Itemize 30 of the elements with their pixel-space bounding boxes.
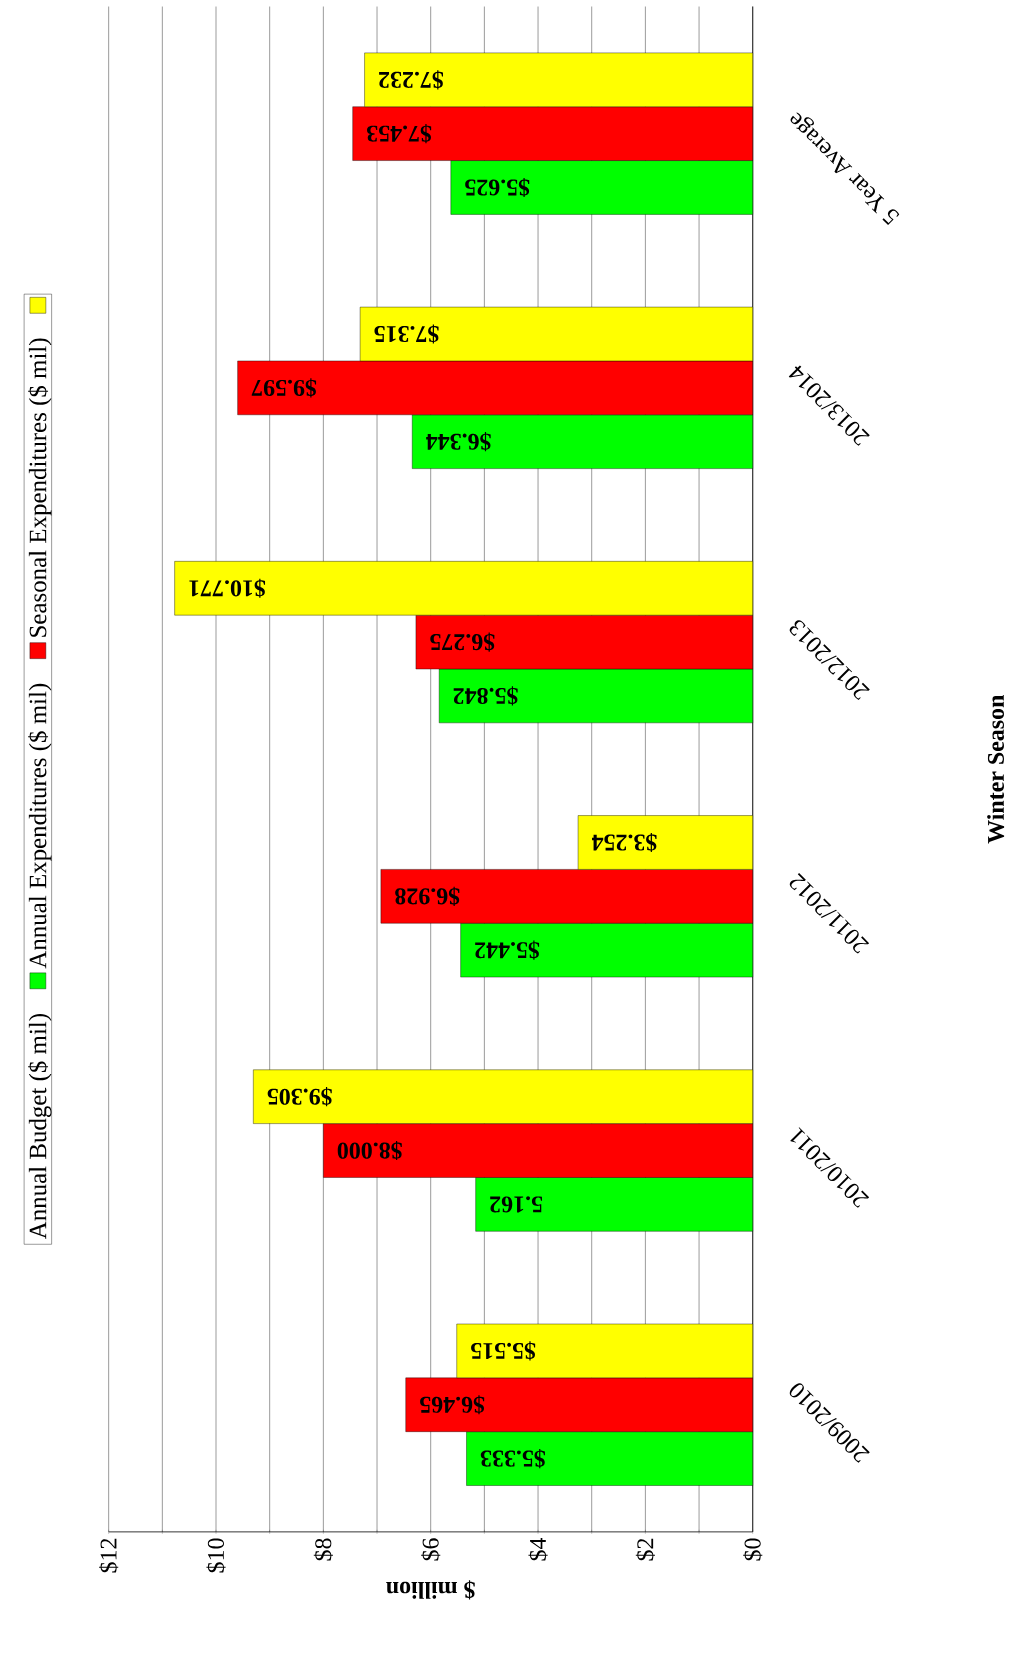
data-label: $7.315: [374, 324, 439, 344]
x-tick-label: $2: [635, 1538, 656, 1561]
data-label: $7.453: [367, 124, 432, 144]
data-label: 5.162: [490, 1196, 543, 1213]
data-label: $6.465: [420, 1395, 485, 1415]
x-tick-label: $10: [206, 1538, 226, 1573]
data-label: $10.771: [189, 578, 266, 598]
data-label: $5.515: [471, 1341, 536, 1361]
data-label: $5.442: [475, 940, 540, 960]
legend-label: Seasonal Expenditures ($ mil): [28, 338, 52, 637]
x-tick-label: $4: [528, 1537, 548, 1561]
y-axis-title: Winter Season: [987, 695, 1005, 844]
data-label: $8.000: [337, 1140, 402, 1161]
data-label: $5.625: [465, 177, 530, 198]
x-tick-label: $6: [421, 1538, 441, 1561]
data-label: $6.928: [395, 886, 460, 906]
data-label: $7.232: [379, 70, 444, 90]
data-label: $5.333: [480, 1449, 545, 1469]
data-label: $5.842: [453, 686, 518, 706]
x-tick-label: $0: [743, 1538, 763, 1561]
x-tick-label: $8: [313, 1538, 333, 1561]
x-axis-title: $ million: [386, 1580, 475, 1600]
data-label: $9.305: [267, 1087, 332, 1107]
data-label: $3.254: [592, 832, 657, 853]
data-label: $6.344: [426, 432, 491, 452]
data-label: $9.597: [251, 378, 317, 398]
legend-label: Annual Expenditures ($ mil): [28, 683, 52, 969]
data-label: $6.275: [430, 632, 495, 652]
legend-label: Annual Budget ($ mil): [28, 1013, 52, 1240]
x-tick-label: $12: [99, 1538, 119, 1573]
